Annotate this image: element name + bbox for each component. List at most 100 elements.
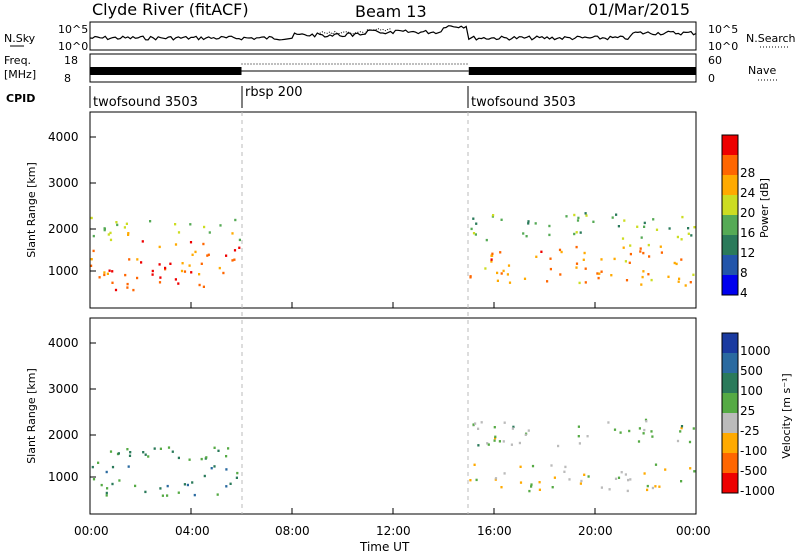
scatter-cell <box>600 486 603 489</box>
scatter-cell <box>108 269 111 272</box>
xtick-0400: 04:00 <box>175 524 210 538</box>
scatter-cell <box>235 476 238 479</box>
scatter-cell <box>159 447 162 450</box>
scatter-cell <box>680 426 683 430</box>
scatter-cell <box>106 272 109 275</box>
scatter-cell <box>166 484 169 488</box>
scatter-cell <box>158 281 162 284</box>
scatter-cell <box>667 275 670 278</box>
scatter-cell <box>493 439 496 442</box>
scatter-cell <box>126 282 129 286</box>
scatter-cell <box>629 252 632 256</box>
velocity-ylabel: Slant Range [km] <box>25 368 38 464</box>
scatter-cell <box>90 216 93 220</box>
scatter-cell <box>646 488 649 492</box>
scatter-cell <box>549 267 552 271</box>
scatter-cell <box>109 238 113 242</box>
scatter-cell <box>575 266 578 269</box>
scatter-cell <box>619 431 622 434</box>
scatter-cell <box>500 272 503 275</box>
scatter-cell <box>560 250 563 254</box>
power-frame <box>89 111 697 309</box>
scatter-cell <box>651 486 654 490</box>
scatter-cell <box>502 440 505 443</box>
scatter-cell <box>690 234 693 237</box>
mode-change-lines <box>241 112 469 514</box>
scatter-cell <box>598 272 601 275</box>
scatter-cell <box>485 238 488 242</box>
scatter-cell <box>579 482 582 485</box>
scatter-cell <box>650 278 653 282</box>
velocity-cbar-tick-25: 25 <box>740 404 755 418</box>
scatter-cell <box>233 258 236 261</box>
scatter-cell <box>668 227 671 230</box>
scatter-cell <box>680 425 684 428</box>
xtick-1600: 16:00 <box>477 524 512 538</box>
colorbar-swatch <box>722 275 738 295</box>
scatter-cell <box>550 464 553 467</box>
velocity-cbar-tick-m100: -100 <box>740 444 767 458</box>
scatter-cell <box>582 258 585 261</box>
scatter-cell <box>557 444 560 448</box>
scatter-cell <box>565 215 568 218</box>
scatter-cell <box>141 240 144 243</box>
scatter-cell <box>177 456 180 460</box>
scatter-cell <box>177 282 180 285</box>
scatter-cell <box>216 493 219 496</box>
scatter-cell <box>523 277 527 280</box>
scatter-cell <box>592 220 595 223</box>
scatter-cell <box>111 465 115 469</box>
scatter-cell <box>584 267 587 270</box>
colorbar-swatch <box>722 353 738 373</box>
scatter-cell <box>189 223 192 226</box>
scatter-cell <box>105 470 108 474</box>
scatter-cell <box>472 217 475 220</box>
scatter-cell <box>654 463 658 466</box>
freq-band-1 <box>90 67 242 75</box>
scatter-cell <box>583 251 586 255</box>
scatter-cell <box>469 479 472 482</box>
scatter-cell <box>692 273 695 276</box>
scatter-cell <box>584 281 587 284</box>
scatter-cell <box>575 245 578 249</box>
scatter-cell <box>475 478 478 482</box>
scatter-cell <box>492 214 495 217</box>
scatter-cell <box>644 418 648 422</box>
scatter-cell <box>158 263 161 266</box>
scatter-cell <box>202 242 205 246</box>
scatter-cell <box>231 232 234 235</box>
scatter-cell <box>225 455 228 458</box>
scatter-cell <box>660 251 663 254</box>
scatter-cell <box>577 435 580 438</box>
power-cbar-tick-8: 8 <box>740 266 748 280</box>
scatter-cell <box>490 260 493 263</box>
scatter-cell <box>205 456 208 459</box>
scatter-cell <box>123 226 126 229</box>
scatter-cell <box>100 483 103 487</box>
scatter-cell <box>511 427 514 430</box>
scatter-cell <box>498 440 501 443</box>
freq-tick-low: 8 <box>64 72 71 85</box>
scatter-cell <box>525 235 528 238</box>
nsearch-tick-low: 10^0 <box>708 40 738 53</box>
power-colorbar <box>721 134 739 296</box>
scatter-cell <box>171 450 174 453</box>
scatter-cell <box>585 214 588 217</box>
scatter-cell <box>687 227 690 230</box>
scatter-cell <box>475 222 478 225</box>
scatter-cell <box>169 262 172 265</box>
velocity-ytick-1000: 1000 <box>48 470 79 484</box>
colorbar-swatch <box>722 195 738 215</box>
scatter-cell <box>200 262 203 265</box>
scatter-cell <box>149 220 152 223</box>
scatter-cell <box>231 259 234 262</box>
scatter-cell <box>219 224 222 227</box>
velocity-ytick-4000: 4000 <box>48 336 79 350</box>
scatter-cell <box>617 476 621 479</box>
scatter-cell <box>107 233 110 236</box>
scatter-cell <box>548 233 551 237</box>
scatter-cell <box>680 258 683 261</box>
scatter-cell <box>587 475 590 478</box>
scatter-cell <box>614 477 618 480</box>
scatter-cell <box>144 490 147 494</box>
